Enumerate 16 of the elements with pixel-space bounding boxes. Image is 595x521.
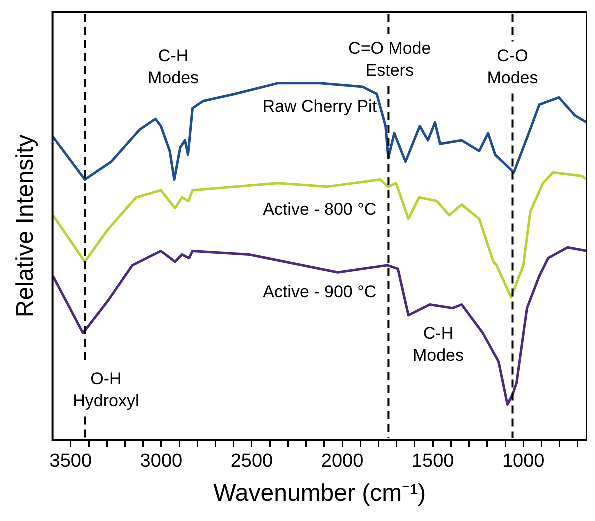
- series-label: Active - 800 °C: [263, 200, 377, 220]
- series-label: Raw Cherry Pit: [262, 97, 378, 116]
- annotation: C-O Modes: [487, 46, 538, 88]
- x-tick-label: 3000: [140, 451, 183, 472]
- x-tick-label: 3500: [50, 451, 92, 472]
- x-tick-label: 1500: [412, 451, 454, 472]
- annotation: C-H Modes: [412, 324, 464, 365]
- x-tick-label: 2000: [321, 451, 364, 472]
- text: C=O Mode Esters: [348, 39, 432, 80]
- annotation: C-H Modes: [148, 46, 200, 88]
- y-axis-title: Relative Intensity: [12, 134, 40, 318]
- x-axis-title: Wavenumber (cm⁻¹): [214, 480, 426, 508]
- series-label: Active - 900 °C: [263, 282, 377, 302]
- x-tick-label: 2500: [230, 451, 274, 472]
- x-tick-label: 1000: [502, 451, 545, 472]
- annotation: O-H Hydroxyl: [73, 369, 140, 410]
